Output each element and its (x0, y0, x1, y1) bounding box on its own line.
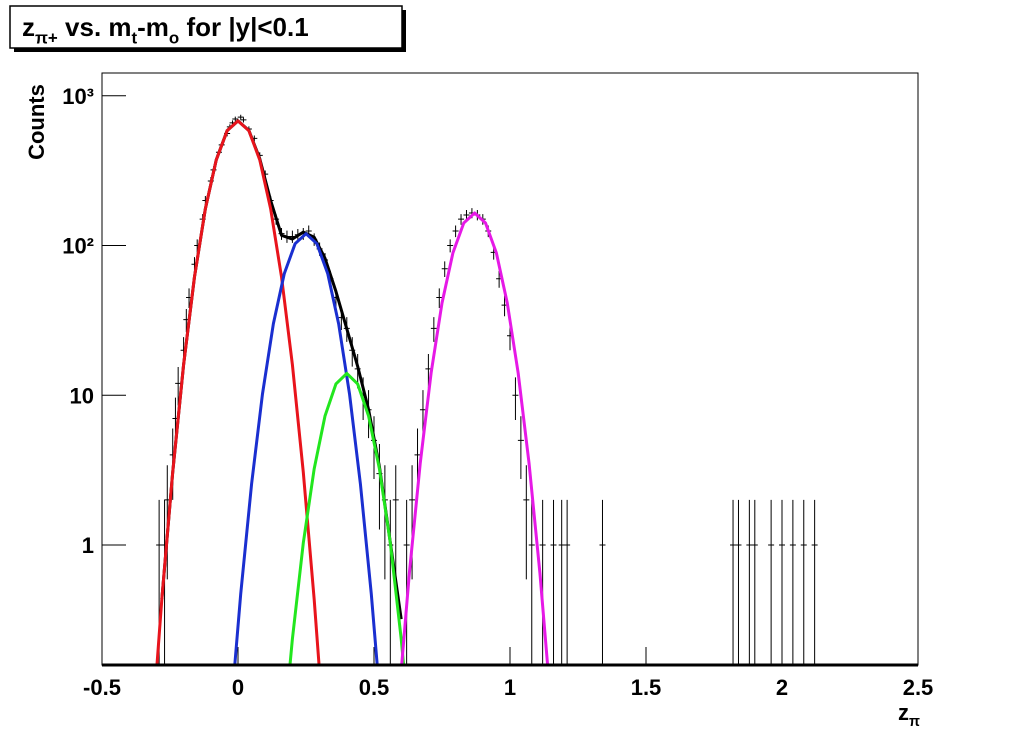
data-point (735, 499, 742, 665)
data-point (800, 499, 807, 665)
data-point (751, 499, 758, 665)
x-tick-label: 2.5 (903, 675, 934, 700)
text-run: z (22, 12, 35, 42)
plot-area (155, 114, 818, 665)
data-point (811, 499, 818, 665)
data-point (539, 499, 546, 665)
data-point (779, 499, 785, 665)
data-point (789, 499, 796, 665)
data-point (746, 499, 753, 665)
data-point (452, 225, 459, 238)
plot-frame (101, 72, 919, 666)
data-point (232, 116, 239, 122)
x-tick-label: 0 (232, 675, 244, 700)
fit-curve (233, 232, 379, 665)
data-point (517, 416, 524, 479)
data-point (523, 465, 530, 580)
text-run: -m (137, 12, 169, 42)
data-point (550, 499, 557, 665)
x-tick-label: 1.5 (631, 675, 662, 700)
subscript: t (132, 28, 138, 47)
data-point (558, 499, 565, 665)
x-tick-label: 0.5 (359, 675, 390, 700)
data-point (512, 377, 519, 420)
data-point (441, 261, 448, 278)
subscript: π (909, 714, 920, 730)
data-point (447, 239, 454, 253)
fit-curve (288, 371, 406, 665)
data-point (436, 288, 443, 308)
x-axis-label: zπ (898, 700, 920, 730)
text-run: z (898, 700, 909, 725)
data-point (403, 499, 410, 665)
y-tick-label: 10² (62, 234, 94, 259)
data-point (392, 465, 399, 580)
data-point (730, 499, 737, 665)
text-run: vs. m (58, 12, 132, 42)
x-tick-label: 2 (776, 675, 788, 700)
data-point (430, 317, 437, 342)
fit-curve (155, 119, 321, 665)
data-point (599, 499, 606, 665)
data-point (240, 117, 247, 123)
y-tick-label: 10 (70, 383, 94, 408)
text-run: for |y|<0.1 (179, 12, 308, 42)
subscript: o (169, 28, 179, 47)
x-tick-label: 1 (504, 675, 516, 700)
data-point (237, 114, 244, 120)
fit-curve (400, 211, 550, 665)
y-tick-label: 1 (82, 533, 94, 558)
subscript: π+ (35, 28, 58, 47)
y-tick-label: 10³ (62, 84, 94, 109)
y-axis-label: Counts (24, 84, 49, 160)
data-point (458, 214, 465, 225)
title-box (9, 5, 403, 49)
x-tick-label: -0.5 (83, 675, 121, 700)
chart-title: zπ+ vs. mt-mo for |y|<0.1 (22, 12, 309, 47)
data-point (768, 499, 775, 665)
data-point (175, 366, 182, 406)
data-point (564, 499, 571, 665)
data-point (528, 499, 535, 665)
